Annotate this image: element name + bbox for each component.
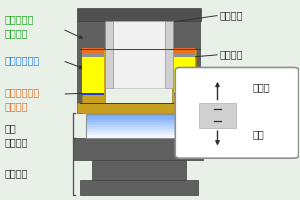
Bar [113,21,165,88]
Bar [195,21,200,114]
Bar [174,57,196,93]
Bar [86,132,192,134]
Bar [86,135,192,137]
Bar [77,8,200,21]
Text: ヒートシンク: ヒートシンク [4,87,40,97]
Bar [86,133,192,135]
Bar [104,21,113,88]
Bar [172,49,196,103]
Text: 室温ボア: 室温ボア [220,10,243,20]
Bar [86,114,192,138]
Bar [86,120,192,122]
Bar [77,103,200,113]
Bar [74,138,203,160]
Bar [82,53,104,57]
Bar [174,48,196,54]
Text: 冷凍機部: 冷凍機部 [4,168,28,178]
Bar [86,119,192,120]
Text: ステージ: ステージ [4,137,28,147]
Bar [82,93,104,95]
Text: 冷却: 冷却 [4,124,16,134]
Text: 磁気力: 磁気力 [253,82,270,92]
Bar [86,117,192,119]
Bar [82,57,104,93]
Bar [82,48,104,54]
Bar [165,21,173,88]
Bar [77,21,200,49]
Text: （外側）: （外側） [4,28,28,38]
Bar [77,21,83,114]
Bar [86,125,192,127]
Bar [80,180,198,195]
Bar [92,160,186,180]
Bar [86,128,192,130]
Bar [174,93,196,95]
Text: 重力: 重力 [253,130,264,140]
Text: 補強金属環: 補強金属環 [4,14,34,24]
Bar [86,127,192,129]
Text: （内側）: （内側） [4,101,28,111]
FancyBboxPatch shape [175,67,298,158]
Text: 真空容器: 真空容器 [220,50,243,60]
Bar [86,130,192,132]
Bar [86,114,192,115]
Bar [86,123,192,125]
Bar [86,137,192,138]
Bar [174,53,196,57]
Text: 超伝導バルク: 超伝導バルク [4,56,40,66]
Bar [86,115,192,117]
Bar [86,122,192,124]
Bar [199,103,236,128]
Bar [82,49,105,103]
